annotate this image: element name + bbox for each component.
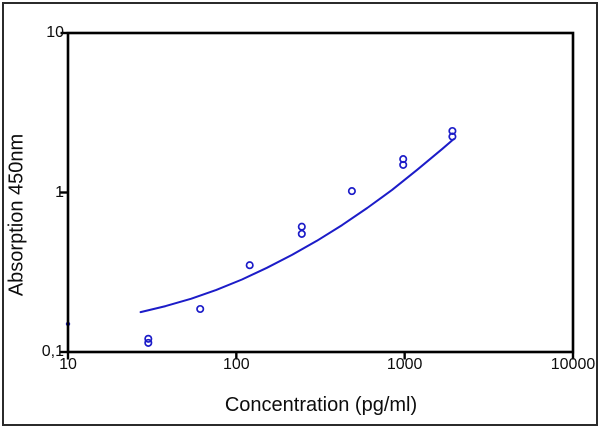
x-axis-title: Concentration (pg/ml) [224, 394, 418, 416]
data-point-marker [297, 229, 306, 238]
data-point-marker [245, 261, 254, 270]
data-point-marker [448, 132, 457, 141]
x-tick-label-100: 100 [222, 356, 250, 373]
data-point-marker [297, 222, 306, 231]
data-point-marker [347, 187, 356, 196]
y-tick-label-0,1: 0,1 [41, 343, 64, 360]
y-tick-label-10: 10 [46, 24, 64, 41]
fit-curve-line [139, 138, 455, 314]
x-tick-label-10000: 10000 [550, 356, 596, 373]
y-axis-title: Absorption 450nm [5, 133, 28, 297]
data-point-marker [144, 338, 153, 347]
data-point-marker [144, 334, 153, 343]
plot-frame [66, 31, 575, 354]
x-tick-label-1000: 1000 [386, 356, 423, 373]
data-point-marker [399, 160, 408, 169]
data-point-marker [196, 304, 205, 314]
y-tick-label-1: 1 [55, 183, 64, 201]
x-tick-label-10: 10 [59, 356, 77, 373]
